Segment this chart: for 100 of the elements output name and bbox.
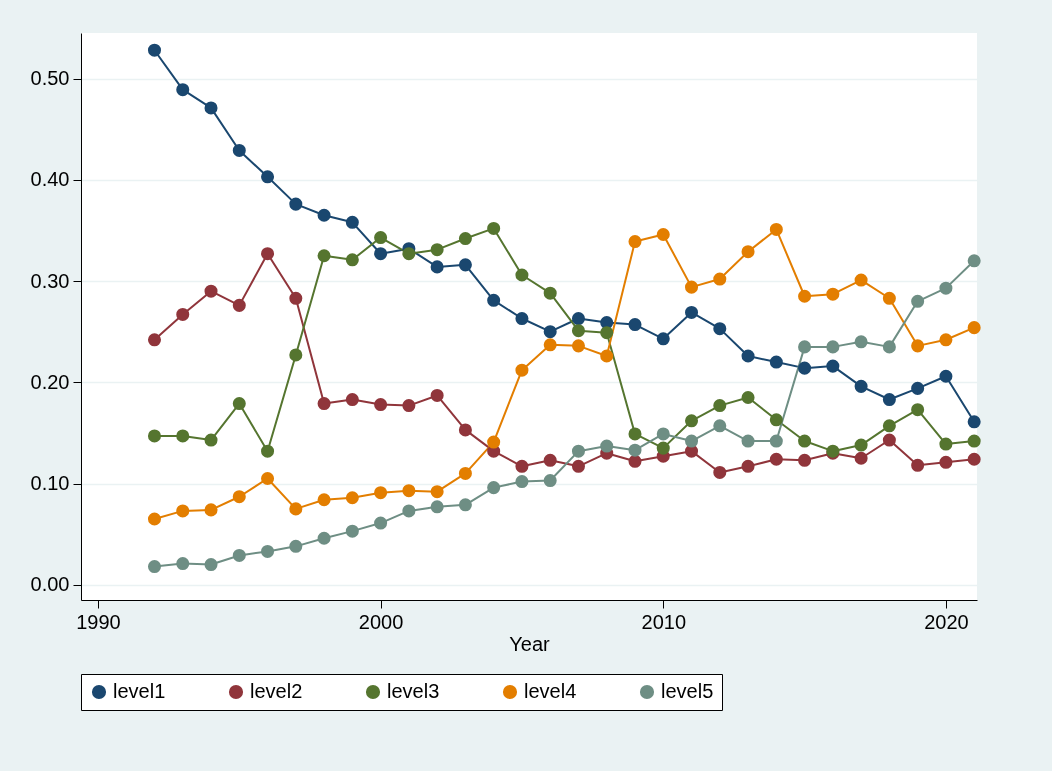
point <box>656 441 670 455</box>
point <box>798 434 812 448</box>
point <box>261 170 275 184</box>
point <box>854 335 868 349</box>
point <box>204 503 218 517</box>
point <box>374 398 388 412</box>
point <box>685 414 699 428</box>
legend-label: level1 <box>113 680 166 702</box>
point <box>345 253 359 267</box>
point <box>458 423 472 437</box>
point <box>911 294 925 308</box>
point <box>911 339 925 353</box>
point <box>345 393 359 407</box>
y-tick-label: 0.40 <box>30 168 70 191</box>
point <box>147 512 162 526</box>
point <box>798 289 812 303</box>
point <box>402 484 416 498</box>
point <box>713 419 727 433</box>
y-tick-label: 0.50 <box>30 67 70 90</box>
point <box>147 333 162 347</box>
point <box>967 415 981 429</box>
point <box>911 458 925 472</box>
point <box>176 504 190 518</box>
point <box>261 544 275 558</box>
point <box>458 498 472 512</box>
point <box>826 340 840 354</box>
point <box>317 397 331 411</box>
point <box>656 332 670 346</box>
point <box>374 247 388 261</box>
x-tick-label: 2000 <box>358 610 404 633</box>
point <box>261 444 275 458</box>
point <box>769 355 783 369</box>
x-tick-label: 2010 <box>641 610 687 633</box>
point <box>402 399 416 413</box>
point <box>374 516 388 530</box>
point <box>911 403 925 417</box>
point <box>571 312 585 326</box>
point <box>939 437 953 451</box>
point <box>487 293 501 307</box>
point <box>345 491 359 505</box>
point <box>628 443 642 457</box>
point <box>232 397 246 411</box>
point <box>232 298 246 312</box>
point <box>317 249 331 263</box>
point <box>854 438 868 452</box>
point <box>289 291 303 305</box>
point <box>769 222 783 236</box>
point <box>345 215 359 229</box>
point <box>882 433 896 447</box>
point <box>911 381 925 395</box>
point <box>628 235 642 249</box>
point <box>741 390 755 405</box>
x-tick-label: 2020 <box>924 610 969 633</box>
point <box>571 324 585 338</box>
point <box>458 232 472 246</box>
point <box>939 455 953 469</box>
point <box>882 393 896 407</box>
point <box>345 524 359 538</box>
point <box>628 318 642 332</box>
point <box>882 291 896 305</box>
point <box>854 273 868 287</box>
point <box>571 444 585 458</box>
point <box>769 413 783 427</box>
point <box>685 280 699 294</box>
point <box>939 369 953 383</box>
legend-label: level3 <box>387 680 440 702</box>
legend-label: level4 <box>524 680 577 702</box>
point <box>289 539 303 553</box>
point <box>147 429 162 443</box>
point <box>176 307 190 321</box>
point <box>317 208 331 222</box>
point <box>430 260 444 274</box>
point <box>543 453 557 467</box>
point <box>741 245 755 259</box>
point <box>176 557 190 571</box>
point <box>882 419 896 433</box>
point <box>543 474 557 488</box>
point <box>826 359 840 373</box>
point <box>967 321 981 335</box>
point <box>939 333 953 347</box>
point <box>741 434 755 448</box>
point <box>600 349 614 363</box>
point <box>656 227 670 241</box>
point <box>543 325 557 339</box>
point <box>289 197 303 211</box>
point <box>430 388 444 402</box>
point <box>261 247 275 261</box>
point <box>798 453 812 467</box>
point <box>656 427 670 441</box>
point <box>204 558 218 572</box>
point <box>685 434 699 448</box>
point <box>176 83 190 97</box>
point <box>430 243 444 257</box>
point <box>713 399 727 413</box>
point <box>402 504 416 518</box>
legend-label: level5 <box>661 680 714 702</box>
point <box>147 43 162 57</box>
point <box>967 254 981 268</box>
point <box>515 268 529 282</box>
point <box>571 459 585 473</box>
